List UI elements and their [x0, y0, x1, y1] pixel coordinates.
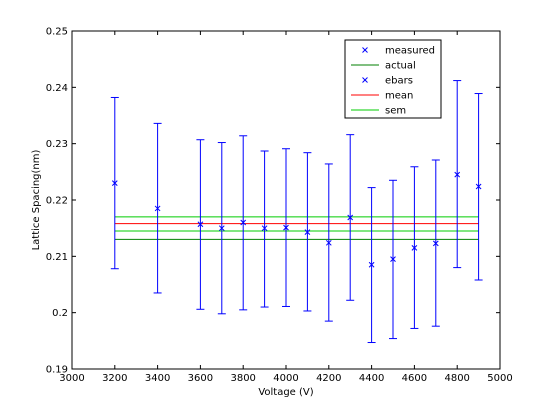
y-tick-label: 0.25 — [46, 27, 68, 38]
y-axis-label: Lattice Spacing(nm) — [31, 150, 42, 251]
legend-label: sem — [385, 106, 406, 117]
x-tick-label: 3800 — [230, 373, 255, 384]
x-tick-label: 4800 — [444, 373, 469, 384]
x-tick-label: 4600 — [402, 373, 427, 384]
marker-stroke-b — [475, 183, 482, 190]
measured-point-9 — [347, 214, 354, 221]
y-tick-label: 0.22 — [46, 196, 68, 207]
legend: measured actual ebars mean sem — [344, 39, 442, 119]
y-tick-label: 0.23 — [46, 139, 68, 150]
measured-point-15 — [475, 183, 482, 190]
marker-stroke-b — [111, 180, 118, 186]
legend-item-mean: mean — [351, 91, 413, 102]
x-tick-label: 5000 — [487, 373, 512, 384]
measured-point-0 — [111, 180, 118, 186]
measured-point-12 — [411, 245, 418, 251]
marker-stroke-b — [325, 239, 332, 246]
marker-stroke-b — [304, 229, 311, 235]
marker-stroke-b — [154, 205, 161, 212]
x-tick-label: 3000 — [59, 373, 84, 384]
marker-stroke-b — [218, 225, 225, 232]
marker-stroke-b — [454, 171, 461, 178]
measured-point-3 — [218, 225, 225, 232]
legend-marker — [362, 77, 368, 83]
marker-stroke-b — [368, 261, 375, 268]
legend-label: mean — [385, 91, 413, 102]
x-tick-label: 3600 — [188, 373, 213, 384]
marker-stroke-b — [362, 47, 368, 53]
measured-point-13 — [432, 240, 439, 247]
legend-box — [344, 39, 442, 119]
marker-stroke-b — [283, 224, 289, 231]
legend-item-actual: actual — [351, 61, 416, 72]
measured-point-5 — [261, 225, 268, 232]
y-tick-label: 0.2 — [52, 308, 68, 319]
marker-stroke-b — [390, 256, 396, 263]
marker-stroke-b — [362, 77, 368, 83]
error-bar-5 — [260, 150, 269, 308]
legend-label: actual — [385, 61, 416, 72]
measured-point-10 — [368, 261, 375, 268]
y-tick-label: 0.21 — [46, 252, 68, 263]
measured-point-1 — [154, 205, 161, 212]
marker-stroke-b — [240, 219, 247, 226]
measured-point-11 — [390, 256, 396, 263]
legend-item-sem: sem — [351, 106, 406, 117]
marker-stroke-b — [347, 214, 354, 221]
x-tick-label: 3400 — [145, 373, 170, 384]
x-tick-label: 4200 — [316, 373, 341, 384]
measured-point-14 — [454, 171, 461, 178]
x-tick-label: 4000 — [273, 373, 298, 384]
measured-point-8 — [325, 239, 332, 246]
x-axis-label: Voltage (V) — [258, 387, 313, 398]
legend-label: ebars — [385, 76, 413, 87]
legend-marker — [362, 47, 368, 53]
legend-item-measured: measured — [362, 46, 435, 57]
y-tick-label: 0.19 — [46, 365, 68, 376]
marker-stroke-b — [411, 245, 418, 251]
marker-stroke-b — [197, 221, 204, 228]
legend-item-ebars: ebars — [362, 76, 413, 87]
measured-point-6 — [283, 224, 289, 231]
measured-point-7 — [304, 229, 311, 235]
x-tick-label: 4400 — [359, 373, 384, 384]
x-tick-label: 3200 — [102, 373, 127, 384]
y-tick-label: 0.24 — [46, 83, 68, 94]
measured-point-4 — [240, 219, 247, 226]
measured-point-2 — [197, 221, 204, 228]
legend-label: measured — [385, 46, 435, 57]
marker-stroke-b — [432, 240, 439, 247]
marker-stroke-b — [261, 225, 268, 232]
